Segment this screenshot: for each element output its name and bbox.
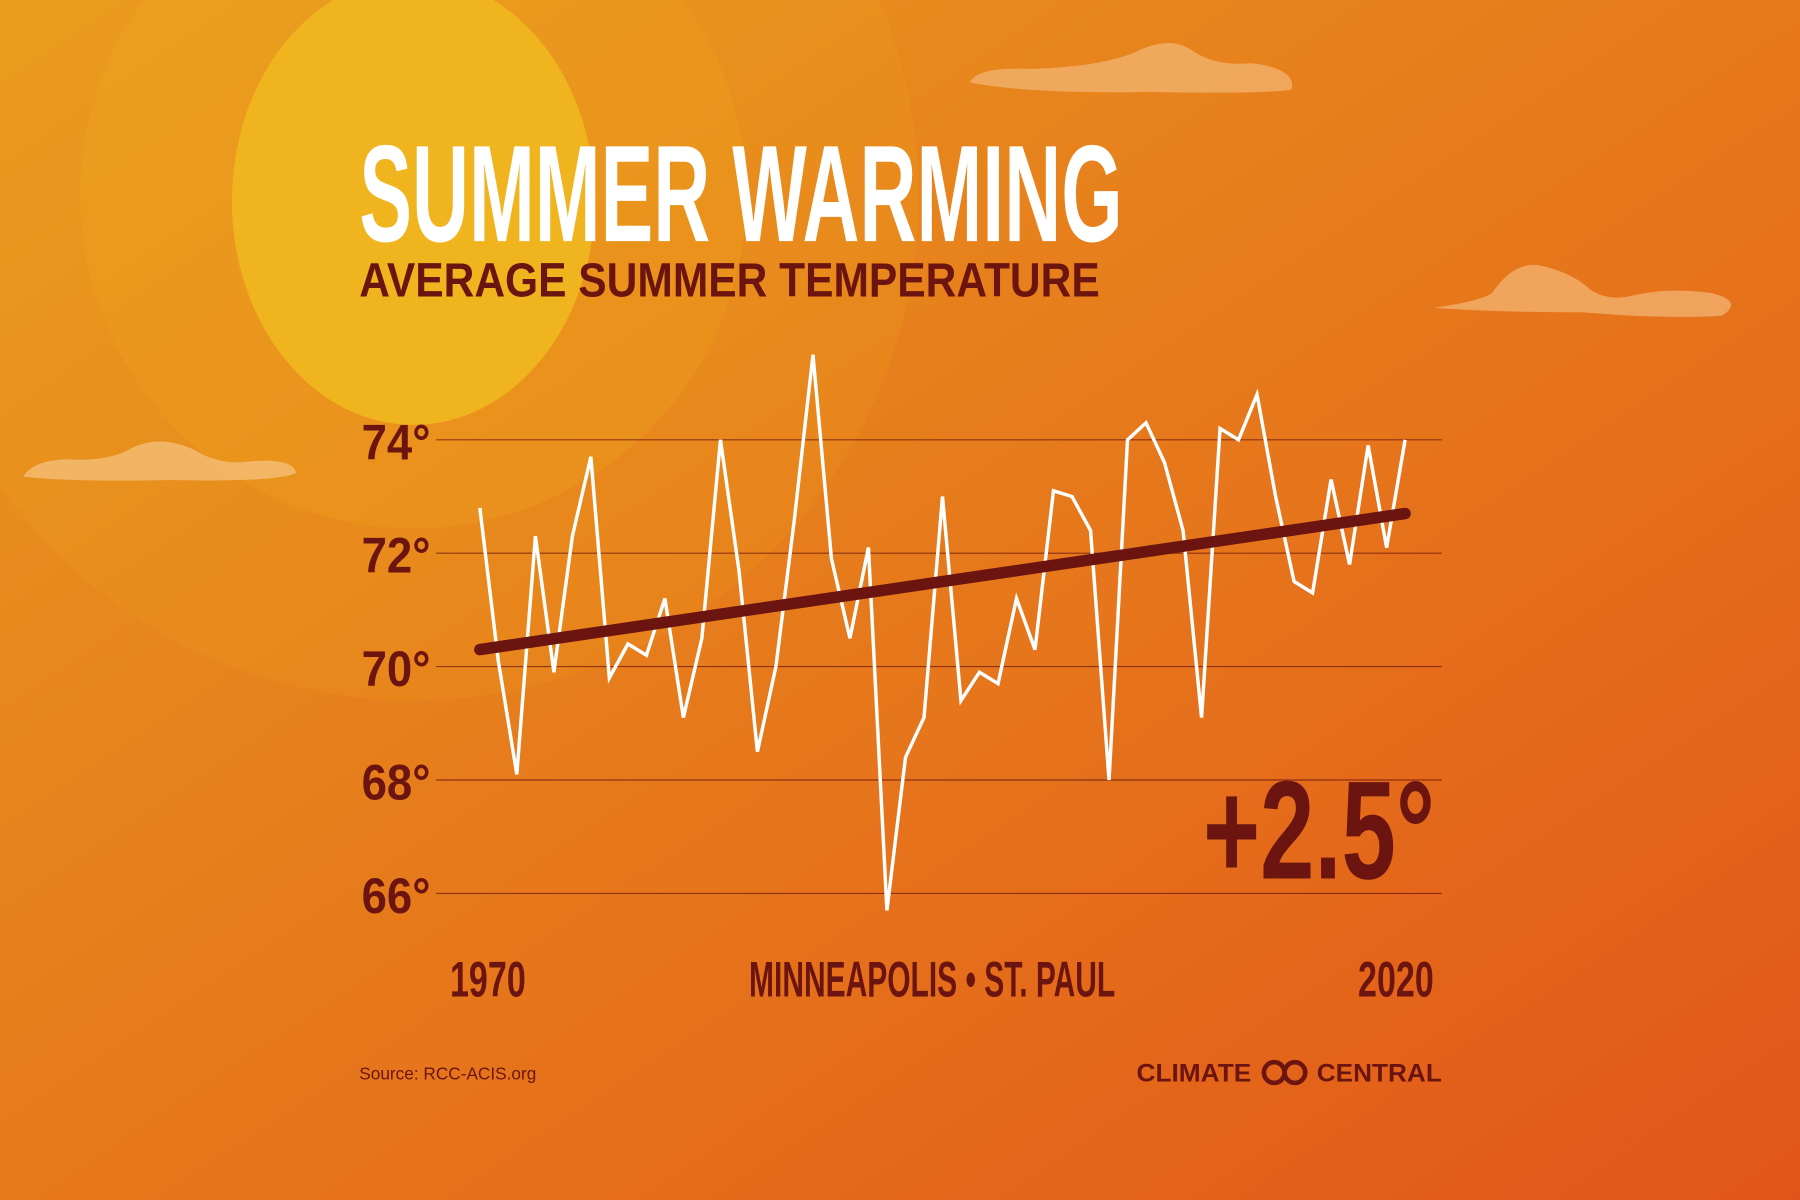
logo-text: CENTRAL [1317,1060,1442,1088]
chart-title: SUMMER WARMING [359,117,1122,271]
x-tick-label: 1970 [450,951,526,1008]
location-label: MINNEAPOLIS • ST. PAUL [749,951,1115,1008]
source: Source: RCC-ACIS.org [359,1063,536,1083]
annotation: +2.5° [1203,751,1435,908]
chart-subtitle: AVERAGE SUMMER TEMPERATURE [359,253,1099,307]
y-tick-label: 70° [362,640,431,697]
y-tick-label: 66° [362,867,431,924]
cloud [970,43,1293,93]
x-tick-label: 2020 [1358,951,1434,1008]
y-tick-label: 68° [362,754,431,811]
trend-line [474,507,1411,656]
cloud [1434,264,1732,317]
data-line [478,354,1407,911]
y-tick-label: 74° [362,413,431,470]
logo-icon [1282,1059,1308,1086]
sun [231,0,595,425]
logo-text: CLIMATE [1136,1060,1251,1088]
cloud [22,441,297,481]
y-tick-label: 72° [362,527,431,584]
